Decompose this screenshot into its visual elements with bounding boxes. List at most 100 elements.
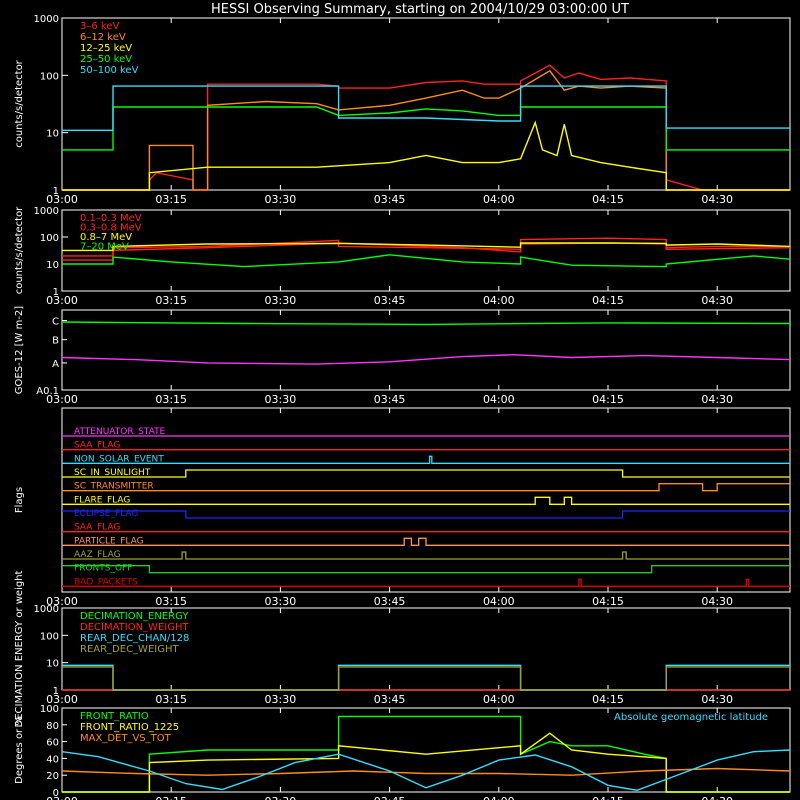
flags-row-label-6: ECLIPSE_FLAG — [74, 509, 138, 519]
flags-row-label-3: SC_IN_SUNLIGHT — [74, 468, 151, 478]
ratios-legend-1: FRONT_RATIO_1225 — [80, 722, 179, 733]
rates_low-legend-2: 12–25 keV — [80, 43, 132, 54]
goes-ylabel: GOES-12 [W m-2] — [14, 306, 25, 394]
ratios-series-1 — [62, 732, 790, 793]
goes-xtick-label: 04:00 — [483, 393, 515, 406]
flags-row-3 — [62, 469, 790, 478]
rates_high-legend-0: 0.1–0.3 MeV — [80, 213, 142, 224]
rates_low-ytick-label: 1 — [53, 186, 59, 197]
decimation-legend-0: DECIMATION_ENERGY — [80, 611, 189, 622]
rates_low-xtick-label: 04:30 — [701, 193, 733, 206]
rates_high-frame — [61, 209, 791, 292]
flags-xtick-label: 04:15 — [592, 595, 624, 608]
rates_high-series-3 — [62, 254, 791, 268]
panel-decimation: 03:00 03:15 03:30 03:45 04:00 04:15 04:30 DECIM… — [14, 570, 791, 727]
rates_low-xtick-label: 03:30 — [265, 193, 297, 206]
flags-ylabel: Flags — [14, 487, 25, 513]
decimation-xtick-label: 04:15 — [592, 693, 624, 706]
flags-xtick-label: 04:00 — [483, 595, 515, 608]
flags-row-label-1: SAA_FLAG — [74, 441, 120, 451]
rates_low-series-1 — [62, 69, 790, 191]
rates_low-xtick-label: 04:00 — [483, 193, 515, 206]
ratios-xtick-label: 04:30 — [701, 795, 733, 800]
rates_high-legend-3: 7–20 MeV — [80, 242, 129, 253]
ratios-ytick-label: 100 — [40, 704, 59, 715]
rates_low-ylabel: counts/s/detector — [14, 59, 25, 147]
decimation-xtick-label: 04:30 — [701, 693, 733, 706]
ratios-legend-2: MAX_DET_VS_TOT — [80, 733, 172, 744]
panel-rates_low: 03:00 03:15 03:30 03:45 04:00 04:15 04:30 count… — [14, 14, 791, 206]
flags-row-label-7: SAA_FLAG — [74, 523, 120, 533]
rates_high-ytick-label: 100 — [40, 233, 59, 244]
rates_low-legend-4: 50–100 keV — [80, 65, 139, 76]
rates_low-xtick-label: 03:00 — [46, 193, 78, 206]
chart-title: HESSI Observing Summary, starting on 200… — [211, 2, 629, 17]
ratios-series-3 — [61, 749, 791, 792]
rates_low-ytick-label: 100 — [40, 71, 59, 82]
decimation-ytick-label: 10 — [46, 659, 59, 670]
flags-xtick-label: 03:45 — [374, 595, 406, 608]
ratios-ylabel: Degrees or % — [14, 716, 25, 784]
panel-ratios: 03:00 03:15 03:30 03:45 04:00 04:15 04:30 Degre… — [14, 704, 791, 800]
rates_high-series-2 — [62, 242, 791, 252]
goes-ytick-label: A — [52, 359, 59, 370]
decimation-legend-1: DECIMATION_WEIGHT — [80, 622, 189, 633]
goes-series-1 — [61, 353, 791, 365]
ratios-xtick-label: 03:45 — [374, 795, 406, 800]
ratios-legend-0: FRONT_RATIO — [80, 711, 149, 722]
goes-frame — [61, 309, 791, 391]
flags-row-label-0: ATTENUATOR_STATE — [74, 427, 166, 437]
goes-xtick-label: 03:30 — [265, 393, 297, 406]
goes-ytick-label: C — [52, 317, 59, 328]
decimation-legend-2: REAR_DEC_CHAN/128 — [80, 633, 189, 644]
decimation-ytick-label: 1000 — [34, 604, 59, 615]
rates_low-legend-0: 3–6 keV — [80, 21, 119, 32]
flags-row-label-5: FLARE_FLAG — [74, 495, 130, 505]
ratios-ytick-label: 0 — [53, 788, 59, 799]
decimation-xtick-label: 03:15 — [155, 693, 187, 706]
goes-xtick-label: 03:00 — [46, 393, 78, 406]
flags-xtick-label: 04:30 — [701, 595, 733, 608]
ratios-xtick-label: 04:00 — [483, 795, 515, 800]
ratios-ytick-label: 20 — [46, 771, 59, 782]
rates_high-xtick-label: 04:15 — [592, 294, 624, 307]
decimation-xtick-label: 04:00 — [483, 693, 515, 706]
decimation-xtick-label: 03:30 — [265, 693, 297, 706]
ratios-ytick-label: 80 — [46, 721, 59, 732]
ratios-xtick-label: 03:30 — [265, 795, 297, 800]
flags-row-label-11: BAD_PACKETS — [74, 577, 138, 587]
rates_high-legend-1: 0.3–0.8 MeV — [80, 223, 142, 234]
flags-row-10 — [62, 565, 790, 574]
rates_high-xtick-label: 04:00 — [483, 294, 515, 307]
rates_low-legend-1: 6–12 keV — [80, 32, 126, 43]
ratios-ytick-label: 40 — [46, 754, 59, 765]
flags-row-label-2: NON_SOLAR_EVENT — [74, 454, 164, 464]
decimation-series-3 — [62, 666, 790, 691]
flags-row-label-10: FRONTS_OFF — [74, 564, 132, 574]
rates_low-series-2 — [62, 120, 790, 191]
rates_low-xtick-label: 03:45 — [374, 193, 406, 206]
flags-row-6 — [62, 510, 790, 519]
flags-row-8 — [62, 537, 790, 546]
rates_low-xtick-label: 03:15 — [155, 193, 187, 206]
flags-row-label-9: AAZ_FLAG — [74, 550, 121, 560]
decimation-ylabel: DECIMATION ENERGY or weight — [14, 570, 25, 727]
goes-xtick-label: 03:15 — [155, 393, 187, 406]
rates_low-frame — [61, 17, 791, 191]
flags-frame — [61, 407, 791, 593]
goes-xtick-label: 04:15 — [592, 393, 624, 406]
flags-row-label-4: SC_TRANSMITTER — [74, 482, 154, 492]
rates_high-xtick-label: 03:30 — [265, 294, 297, 307]
flags-row-2 — [62, 455, 790, 464]
goes-ytick-label: A0.1 — [36, 386, 59, 397]
rates_high-xtick-label: 03:45 — [374, 294, 406, 307]
rates_high-xtick-label: 03:15 — [155, 294, 187, 307]
decimation-ytick-label: 100 — [40, 631, 59, 642]
rates_high-ytick-label: 1000 — [34, 206, 59, 217]
rates_high-xtick-label: 04:30 — [701, 294, 733, 307]
ratios-xtick-label: 04:15 — [592, 795, 624, 800]
rates_low-series-4 — [62, 85, 790, 132]
goes-ytick-label: B — [52, 336, 59, 347]
goes-xtick-label: 04:30 — [701, 393, 733, 406]
